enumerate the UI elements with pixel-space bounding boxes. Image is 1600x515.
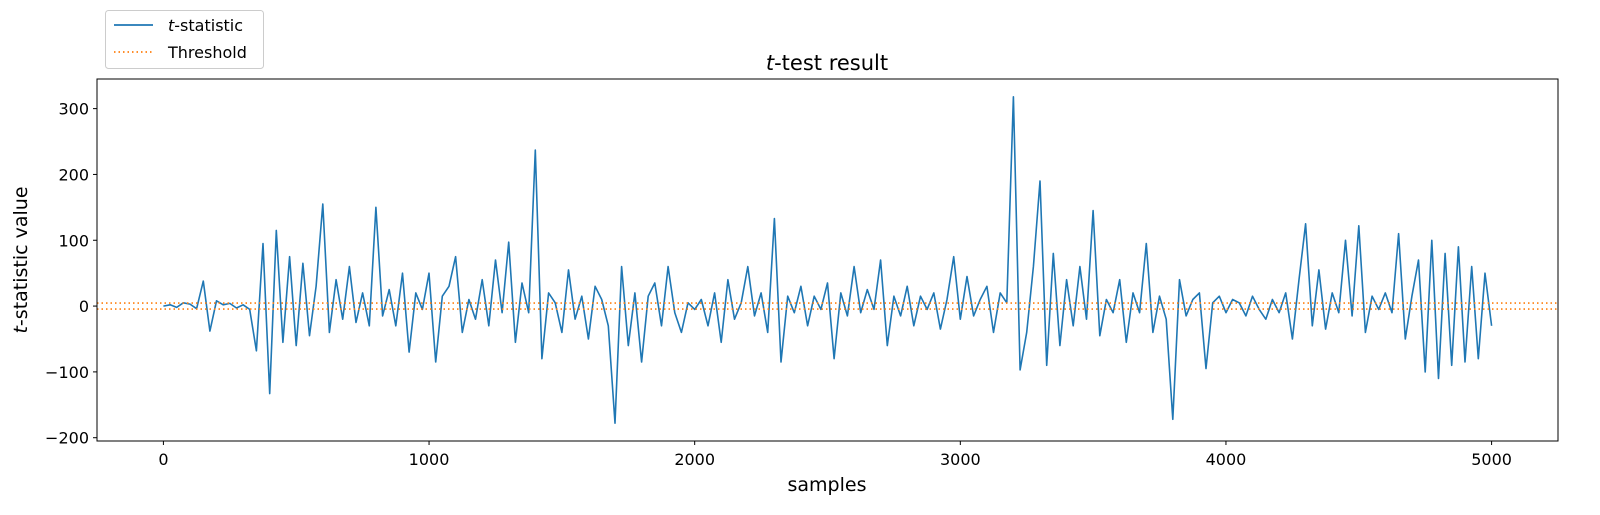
axis-ticks: 0 1000 2000 3000 4000 5000 −200 −100 0 100 200 300 [45,100,1512,469]
y-tick-label: 200 [58,165,89,184]
x-tick-label: 3000 [940,450,981,469]
y-axis-label: t-statistic value [10,186,32,333]
plot-frame [96,78,1559,442]
title-italic: t [766,51,775,75]
x-axis-label: samples [788,474,867,496]
title-rest: -test result [774,51,888,75]
series-line-0 [163,96,1493,425]
x-tick-label: 2000 [674,450,715,469]
x-tick-label: 0 [158,450,168,469]
plot-lines [97,96,1558,425]
y-tick-label: −100 [45,363,89,382]
x-tick-label: 5000 [1471,450,1512,469]
y-tick-label: 300 [58,100,89,119]
legend-rest: -statistic [174,16,243,35]
x-tick-label: 1000 [409,450,450,469]
y-tick-label: −200 [45,429,89,448]
ylabel-rest: -statistic value [10,186,32,326]
y-tick-label: 0 [79,297,89,316]
legend-label-threshold: Threshold [167,43,247,62]
y-tick-label: 100 [58,231,89,250]
chart-title: t-test result [766,51,888,75]
legend-italic: t [168,16,175,35]
legend-label-t-statistic: t-statistic [168,16,243,35]
legend: t-statistic Threshold [105,10,264,69]
x-tick-label: 4000 [1206,450,1247,469]
ylabel-italic: t [10,325,32,334]
